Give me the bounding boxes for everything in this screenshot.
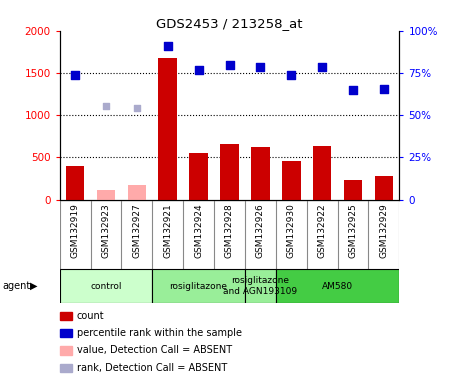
Text: rank, Detection Call = ABSENT: rank, Detection Call = ABSENT — [77, 362, 227, 373]
Text: GSM132919: GSM132919 — [71, 203, 79, 258]
Bar — [220, 144, 239, 200]
Bar — [375, 177, 393, 200]
Text: percentile rank within the sample: percentile rank within the sample — [77, 328, 241, 338]
Bar — [190, 153, 208, 200]
Bar — [251, 147, 269, 200]
Point — [195, 66, 202, 73]
Bar — [152, 269, 245, 303]
Bar — [282, 161, 301, 200]
Text: value, Detection Call = ABSENT: value, Detection Call = ABSENT — [77, 345, 232, 356]
Text: GSM132930: GSM132930 — [287, 203, 296, 258]
Bar — [276, 269, 399, 303]
Point — [257, 65, 264, 71]
Bar — [245, 269, 276, 303]
Bar — [60, 269, 152, 303]
Bar — [158, 58, 177, 200]
Text: count: count — [77, 311, 104, 321]
Text: GSM132928: GSM132928 — [225, 203, 234, 258]
Bar — [66, 166, 84, 200]
Bar — [60, 346, 72, 354]
Text: GSM132925: GSM132925 — [348, 203, 358, 258]
Text: ▶: ▶ — [30, 281, 37, 291]
Text: GSM132921: GSM132921 — [163, 203, 172, 258]
Point — [226, 62, 233, 68]
Title: GDS2453 / 213258_at: GDS2453 / 213258_at — [156, 17, 303, 30]
Point — [72, 73, 79, 79]
Bar — [60, 312, 72, 320]
Text: rosiglitazone: rosiglitazone — [170, 281, 228, 291]
Text: agent: agent — [2, 281, 31, 291]
Bar — [344, 180, 362, 200]
Bar — [60, 364, 72, 372]
Point — [102, 103, 110, 109]
Point — [133, 105, 140, 111]
Bar — [128, 185, 146, 200]
Bar — [313, 146, 331, 200]
Point — [288, 73, 295, 79]
Text: AM580: AM580 — [322, 281, 353, 291]
Text: GSM132923: GSM132923 — [101, 203, 111, 258]
Text: GSM132929: GSM132929 — [380, 203, 388, 258]
Bar — [60, 329, 72, 337]
Bar — [97, 190, 115, 200]
Point — [380, 86, 387, 93]
Text: GSM132924: GSM132924 — [194, 203, 203, 258]
Text: rosiglitazone
and AGN193109: rosiglitazone and AGN193109 — [224, 276, 297, 296]
Text: GSM132927: GSM132927 — [132, 203, 141, 258]
Text: control: control — [90, 281, 122, 291]
Point — [319, 64, 326, 70]
Text: GSM132922: GSM132922 — [318, 203, 327, 258]
Point — [164, 43, 171, 49]
Text: GSM132926: GSM132926 — [256, 203, 265, 258]
Point — [349, 87, 357, 93]
